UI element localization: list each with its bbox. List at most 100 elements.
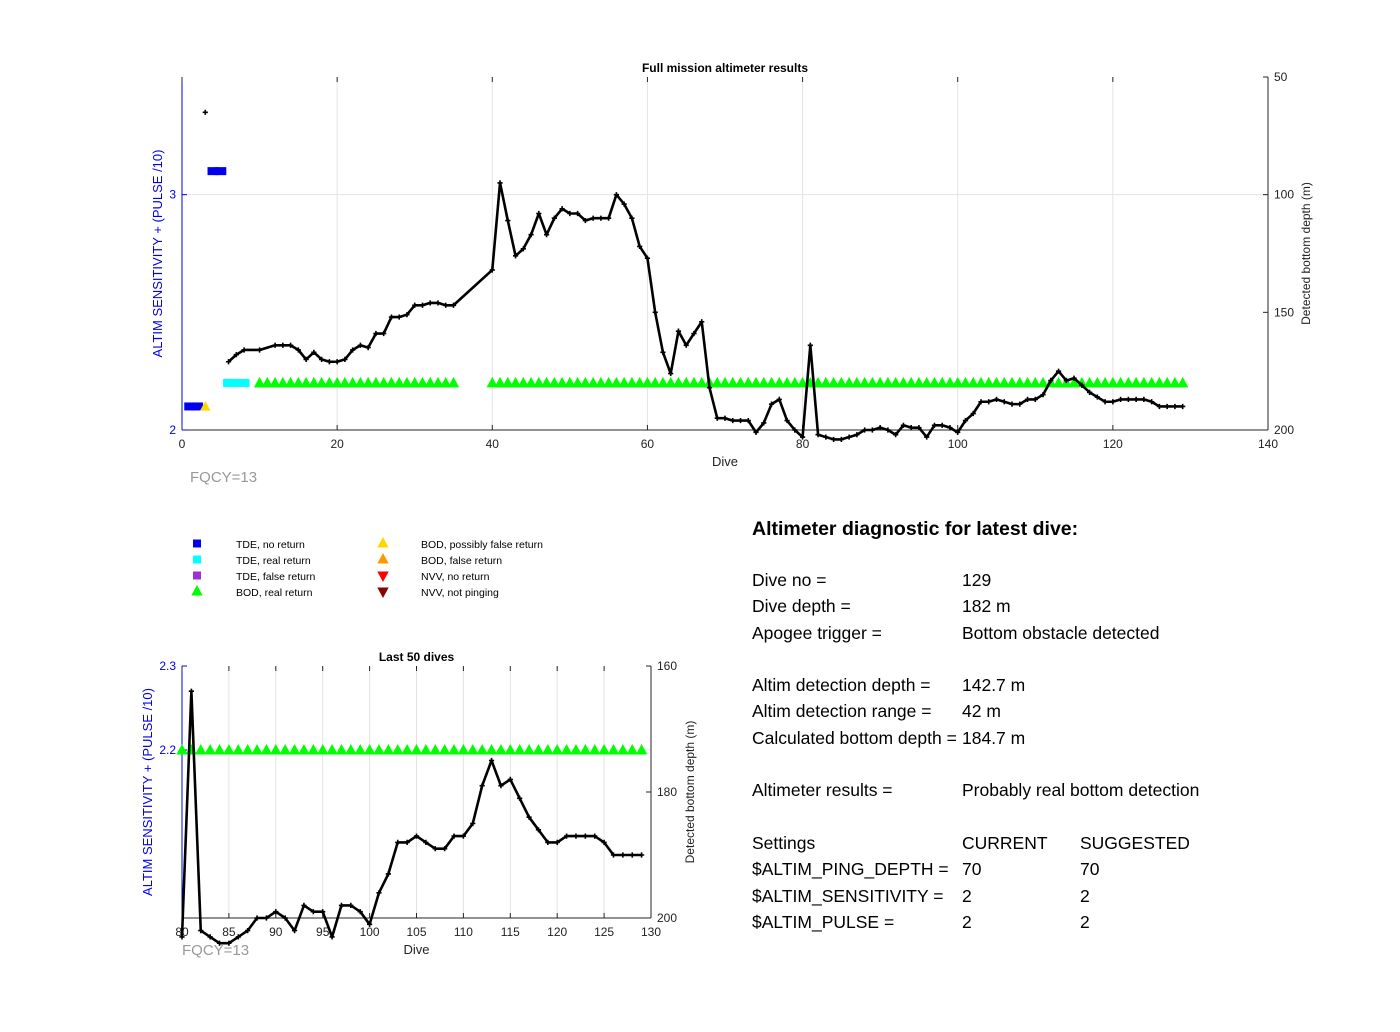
bod-real-marker (598, 744, 610, 755)
bod-real-marker (447, 376, 460, 388)
depth-point (893, 432, 899, 438)
bod-real-marker (241, 744, 254, 755)
depth-point (419, 302, 426, 308)
bod-real-marker (331, 376, 343, 388)
bod-real-marker (1006, 376, 1018, 388)
depth-line (227, 181, 1183, 441)
depth-point (644, 255, 651, 261)
left-axis-label: ALTIM SENSITIVITY + (PULSE /10) (140, 688, 155, 896)
bod-real-marker (1029, 376, 1041, 388)
bod-real-marker (392, 744, 404, 755)
ping-depth-row: $ALTIM_PING_DEPTH = 70 70 (752, 856, 1372, 882)
depth-point (1009, 401, 1015, 407)
bod-real-marker (851, 376, 863, 388)
bod-real-marker (523, 744, 535, 755)
bod-real-marker (1052, 376, 1065, 388)
fqcy-footnote: FQCY=13 (182, 942, 249, 959)
bod-real-marker (1014, 376, 1026, 388)
x-tick-label: 60 (641, 437, 655, 451)
bod-real-marker (874, 376, 886, 388)
depth-point (722, 415, 728, 421)
depth-point (846, 434, 852, 440)
depth-point (326, 359, 332, 365)
depth-point (373, 330, 379, 337)
depth-point (432, 846, 438, 852)
left-tick-label: 3 (169, 188, 176, 202)
depth-point (498, 783, 504, 789)
bod-real-marker (260, 744, 273, 755)
bod-real-marker (905, 376, 917, 388)
depth-point (730, 417, 736, 424)
depth-point (924, 434, 930, 440)
depth-point (1040, 392, 1046, 398)
bod-real-marker (410, 744, 423, 755)
legend-label: BOD, false return (421, 555, 502, 567)
depth-point (235, 934, 241, 940)
bod-real-marker (393, 376, 405, 388)
sensitivity-row: $ALTIM_SENSITIVITY = 2 2 (752, 883, 1372, 909)
dive-depth-value: 182 m (962, 596, 1011, 617)
right-tick-label: 100 (1274, 188, 1294, 202)
bod-real-marker (633, 376, 646, 388)
depth-point (342, 356, 348, 362)
depth-point (784, 417, 790, 424)
depth-point (563, 833, 570, 839)
bod-real-marker (416, 376, 429, 388)
fqcy-footnote: FQCY=13 (190, 469, 257, 486)
x-tick-label: 125 (594, 925, 614, 939)
dive-no-row: Dive no = 129 (752, 567, 1372, 593)
bod-real-marker (542, 744, 554, 755)
depth-point (376, 890, 382, 896)
bod-real-marker (688, 376, 700, 388)
depth-point (1032, 396, 1038, 403)
bod-real-marker (213, 744, 226, 755)
depth-point (807, 342, 813, 348)
depth-point (551, 215, 557, 221)
bod-real-marker (556, 376, 568, 388)
depth-point (1141, 396, 1147, 403)
legend-label: NVV, not pinging (421, 587, 499, 599)
bod-real-marker (882, 376, 894, 388)
bod-real-marker (672, 376, 685, 388)
bod-real-marker (326, 744, 338, 755)
depth-point (639, 852, 645, 858)
depth-point (939, 422, 945, 428)
depth-point (637, 243, 643, 250)
depth-point (916, 425, 922, 431)
depth-point (225, 359, 232, 365)
depth-point (993, 396, 1000, 403)
bod-real-marker (928, 376, 941, 388)
right-axis-label: Detected bottom depth (m) (683, 721, 697, 864)
left-tick-label: 2 (169, 423, 176, 437)
bod-real-marker (773, 376, 785, 388)
depth-point (559, 206, 565, 212)
bod-real-marker (354, 376, 367, 388)
depth-point (198, 928, 204, 934)
bod-real-marker (571, 376, 584, 388)
depth-point (450, 302, 457, 308)
ping-depth-suggested: 70 (1080, 859, 1100, 880)
bod-real-marker (354, 744, 366, 755)
depth-point (962, 417, 969, 424)
bod-real-marker (1161, 376, 1173, 388)
bod-real-marker (476, 744, 488, 755)
diagnostic-panel: Altimeter diagnostic for latest dive: Di… (752, 518, 1372, 935)
bod-real-marker (635, 744, 648, 755)
left-tick-label: 2.3 (159, 659, 176, 673)
bod-real-marker (532, 744, 545, 755)
settings-label: Settings (752, 832, 816, 853)
results-value: Probably real bottom detection (962, 780, 1200, 801)
bod-real-marker (1091, 376, 1104, 388)
depth-point (517, 795, 523, 801)
bod-real-marker (579, 744, 592, 755)
bod-real-marker (734, 376, 747, 388)
depth-point (301, 902, 307, 908)
depth-point (412, 302, 418, 308)
depth-point (691, 330, 697, 337)
x-tick-label: 85 (222, 925, 236, 939)
bod-real-marker (897, 376, 910, 388)
bod-real-marker (298, 744, 310, 755)
depth-point (554, 839, 560, 845)
bod-real-marker (641, 376, 654, 388)
